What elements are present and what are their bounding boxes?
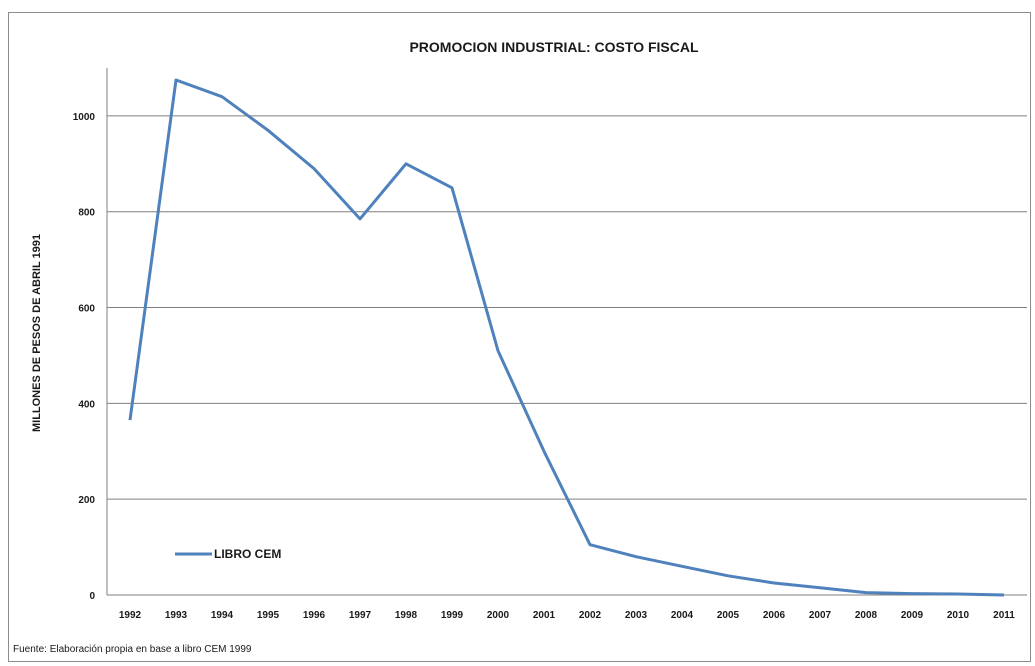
y-tick-label: 1000 xyxy=(73,112,96,123)
x-tick-label: 1995 xyxy=(257,610,280,621)
series-line xyxy=(128,78,1005,597)
x-tick-label: 2006 xyxy=(763,610,786,621)
x-tick-label: 1997 xyxy=(349,610,372,621)
source-note: Fuente: Elaboración propia en base a lib… xyxy=(13,644,252,655)
x-tick-label: 2001 xyxy=(533,610,556,621)
x-tick-label: 2011 xyxy=(993,610,1015,621)
x-tick-label: 1992 xyxy=(119,610,142,621)
x-tick-label: 2004 xyxy=(671,610,694,621)
gridlines xyxy=(107,115,1027,500)
x-tick-label: 2005 xyxy=(717,610,740,621)
axes xyxy=(106,68,1027,596)
x-tick-label: 2007 xyxy=(809,610,832,621)
x-tick-label: 1998 xyxy=(395,610,418,621)
x-tick-label: 2009 xyxy=(901,610,924,621)
y-axis-label: MILLONES DE PESOS DE ABRIL 1991 xyxy=(31,234,43,432)
x-tick-label: 1999 xyxy=(441,610,464,621)
x-tick-label: 1994 xyxy=(211,610,234,621)
chart-title: PROMOCION INDUSTRIAL: COSTO FISCAL xyxy=(409,39,699,55)
x-tick-label: 1996 xyxy=(303,610,326,621)
y-tick-labels: 0 200 400 600 800 1000 xyxy=(73,112,96,602)
y-tick-label: 600 xyxy=(78,304,95,315)
y-tick-label: 800 xyxy=(78,208,95,219)
y-tick-label: 0 xyxy=(89,591,95,602)
x-tick-label: 2010 xyxy=(947,610,970,621)
legend-label: LIBRO CEM xyxy=(214,547,281,561)
y-tick-label: 200 xyxy=(78,495,95,506)
x-tick-label: 2000 xyxy=(487,610,510,621)
x-tick-label: 2003 xyxy=(625,610,648,621)
x-tick-label: 2008 xyxy=(855,610,878,621)
x-tick-label: 1993 xyxy=(165,610,188,621)
series-group xyxy=(128,78,1005,597)
legend: LIBRO CEM xyxy=(175,547,281,561)
x-tick-labels: 1992 1993 1994 1995 1996 1997 1998 1999 2000 2001… xyxy=(119,610,1015,621)
x-tick-label: 2002 xyxy=(579,610,602,621)
y-tick-label: 400 xyxy=(78,399,95,410)
